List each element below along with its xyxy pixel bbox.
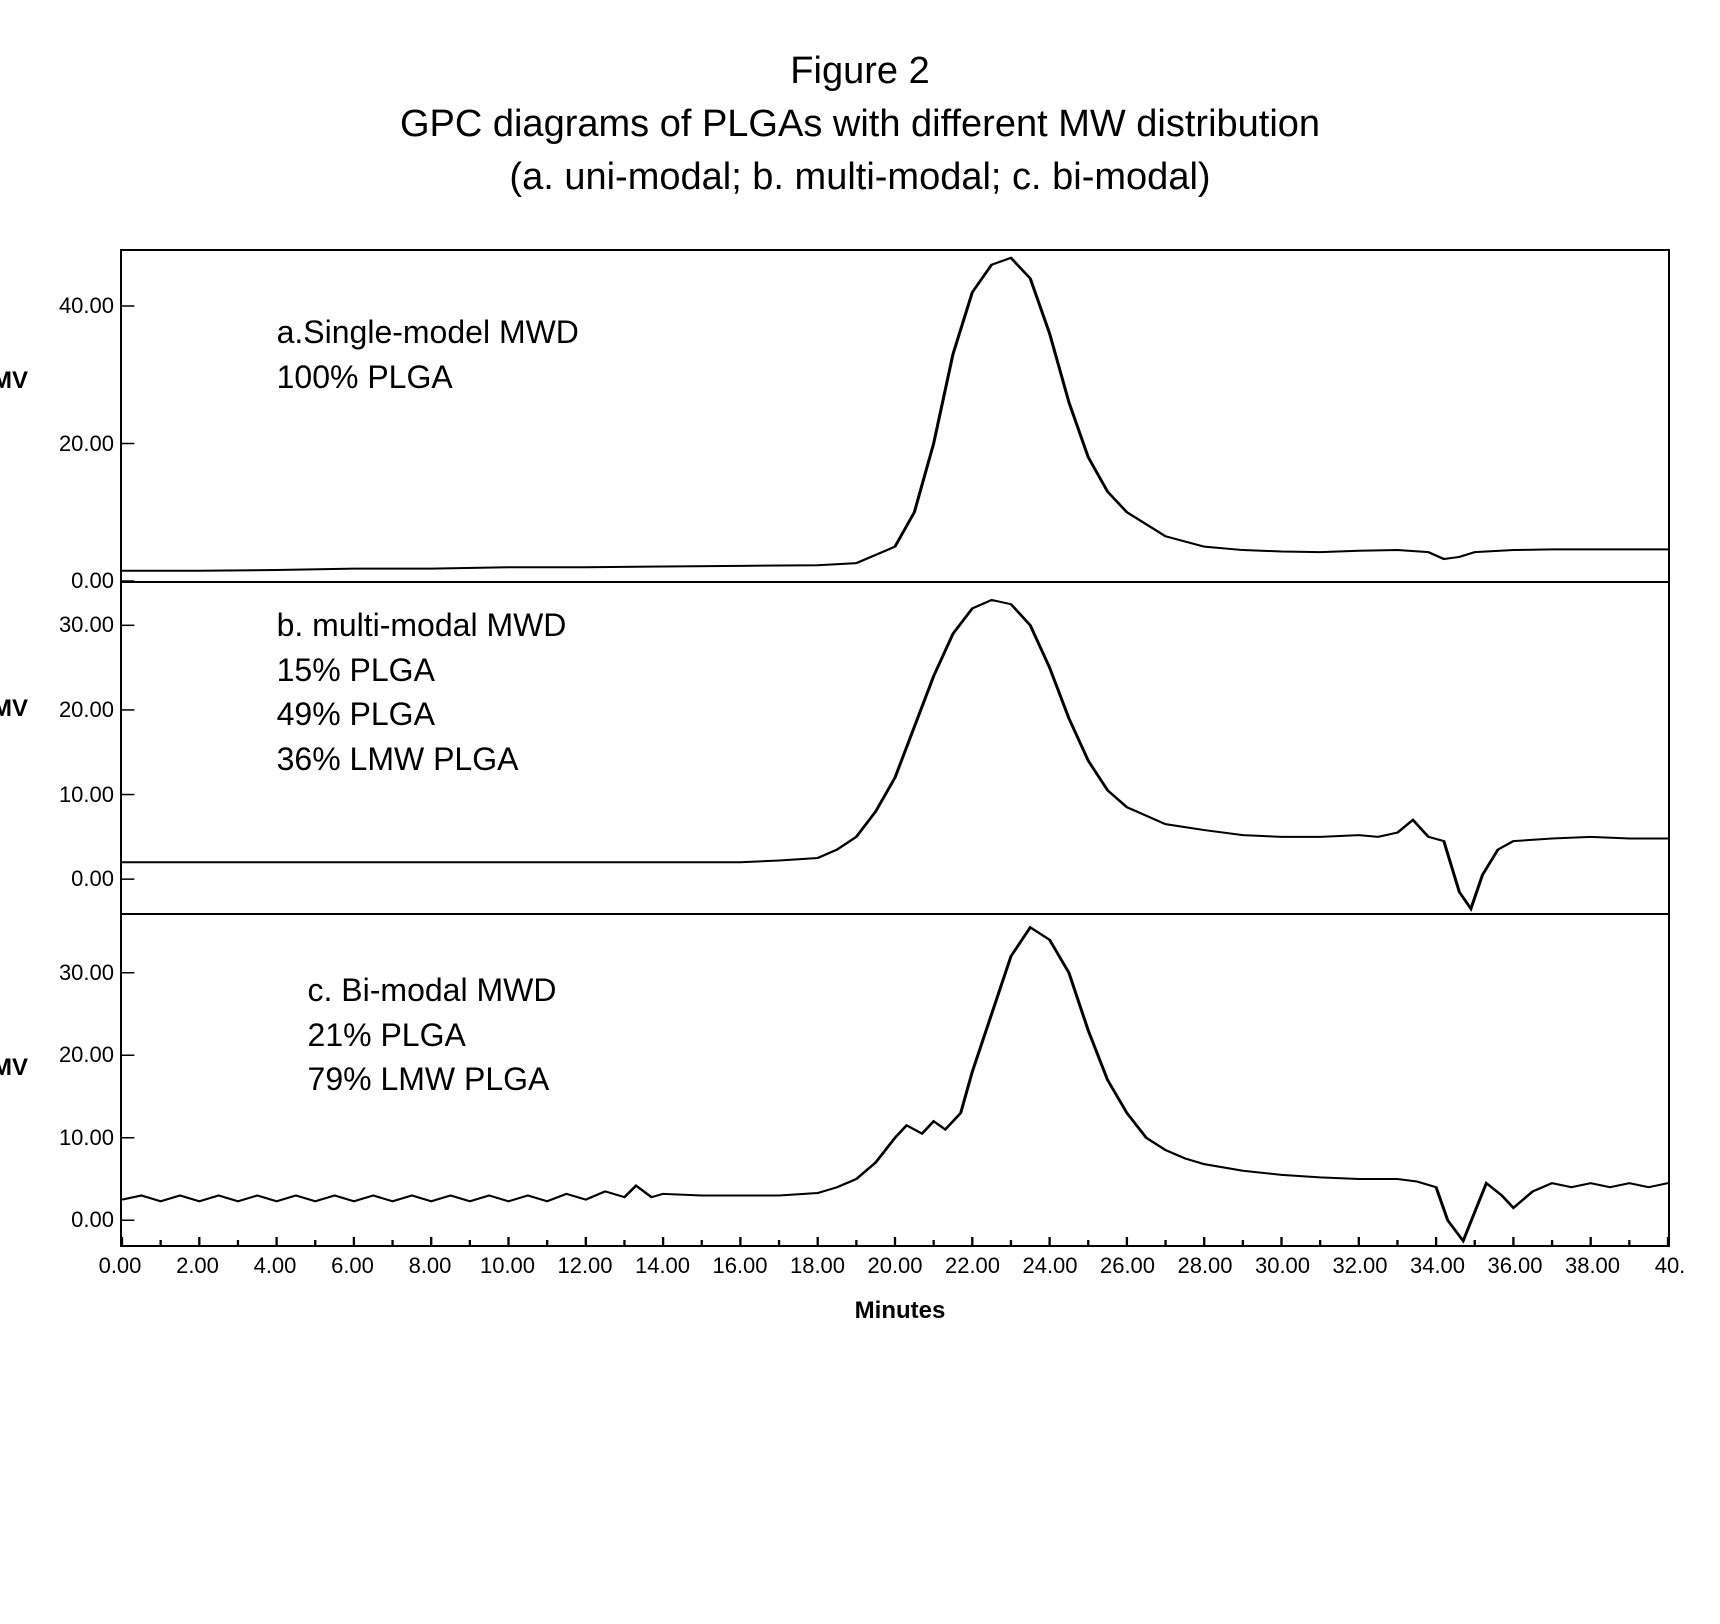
panel-annotation-line: 21% PLGA: [308, 1013, 557, 1058]
panel-annotation-a: a.Single-model MWD100% PLGA: [277, 310, 579, 400]
x-tick-label: 16.00: [712, 1253, 767, 1279]
x-tick-label: 22.00: [945, 1253, 1000, 1279]
chart-panel-c: MV0.0010.0020.0030.00c. Bi-modal MWD21% …: [122, 915, 1668, 1245]
y-axis-label: MV: [0, 1054, 28, 1082]
panel-svg-a: [122, 251, 1668, 581]
panel-annotation-c: c. Bi-modal MWD21% PLGA79% LMW PLGA: [308, 968, 557, 1102]
y-tick-label: 0.00: [54, 1207, 114, 1233]
x-axis-ticks: 0.002.004.006.008.0010.0012.0014.0016.00…: [120, 1247, 1670, 1277]
x-tick-label: 10.00: [480, 1253, 535, 1279]
y-tick-labels: 0.0020.0040.00: [54, 251, 114, 581]
chart-panels: MV0.0020.0040.00a.Single-model MWD100% P…: [120, 249, 1670, 1247]
x-tick-label: 8.00: [409, 1253, 452, 1279]
trace-a: [122, 258, 1668, 571]
x-tick-label: 20.00: [867, 1253, 922, 1279]
x-tick-label: 18.00: [790, 1253, 845, 1279]
panel-annotation-line: c. Bi-modal MWD: [308, 968, 557, 1013]
panel-annotation-line: 36% LMW PLGA: [277, 737, 567, 782]
x-tick-label: 14.00: [635, 1253, 690, 1279]
x-tick-label: 34.00: [1410, 1253, 1465, 1279]
figure-subtitle: (a. uni-modal; b. multi-modal; c. bi-mod…: [40, 156, 1680, 199]
y-tick-label: 20.00: [54, 697, 114, 723]
y-tick-label: 0.00: [54, 866, 114, 892]
y-tick-label: 20.00: [54, 1042, 114, 1068]
y-tick-label: 30.00: [54, 612, 114, 638]
y-tick-label: 30.00: [54, 960, 114, 986]
x-tick-label: 0.00: [99, 1253, 142, 1279]
x-tick-label: 24.00: [1022, 1253, 1077, 1279]
y-axis-label: MV: [0, 695, 28, 723]
x-tick-label: 38.00: [1565, 1253, 1620, 1279]
chart-panel-b: MV0.0010.0020.0030.00b. multi-modal MWD1…: [122, 583, 1668, 915]
x-tick-label: 30.00: [1255, 1253, 1310, 1279]
panel-annotation-line: 79% LMW PLGA: [308, 1057, 557, 1102]
y-tick-label: 20.00: [54, 431, 114, 457]
x-tick-label: 2.00: [176, 1253, 219, 1279]
figure-number: Figure 2: [40, 50, 1680, 93]
panel-annotation-line: 100% PLGA: [277, 355, 579, 400]
panel-annotation-line: a.Single-model MWD: [277, 310, 579, 355]
y-tick-labels: 0.00 10.00 20.00 30.00: [54, 915, 114, 1245]
panel-annotation-line: 15% PLGA: [277, 648, 567, 693]
figure-title: GPC diagrams of PLGAs with different MW …: [40, 103, 1680, 146]
x-tick-label: 36.00: [1487, 1253, 1542, 1279]
figure-titles: Figure 2 GPC diagrams of PLGAs with diff…: [40, 50, 1680, 199]
y-tick-label: 10.00: [54, 1125, 114, 1151]
x-tick-label: 12.00: [557, 1253, 612, 1279]
x-tick-label: 28.00: [1177, 1253, 1232, 1279]
y-tick-labels: 0.00 10.00 20.00 30.00: [54, 583, 114, 913]
figure-container: Figure 2 GPC diagrams of PLGAs with diff…: [40, 50, 1680, 1325]
x-tick-label: 26.00: [1100, 1253, 1155, 1279]
chart-panel-a: MV0.0020.0040.00a.Single-model MWD100% P…: [122, 251, 1668, 583]
panel-annotation-b: b. multi-modal MWD15% PLGA49% PLGA36% LM…: [277, 603, 567, 782]
y-tick-label: 40.00: [54, 293, 114, 319]
panel-annotation-line: b. multi-modal MWD: [277, 603, 567, 648]
x-tick-label: 32.00: [1332, 1253, 1387, 1279]
x-tick-label: 40.: [1655, 1253, 1686, 1279]
x-tick-label: 6.00: [331, 1253, 374, 1279]
y-tick-label: 10.00: [54, 782, 114, 808]
y-axis-label: MV: [0, 367, 28, 395]
panel-annotation-line: 49% PLGA: [277, 692, 567, 737]
x-axis-label: Minutes: [120, 1297, 1680, 1325]
x-tick-label: 4.00: [254, 1253, 297, 1279]
